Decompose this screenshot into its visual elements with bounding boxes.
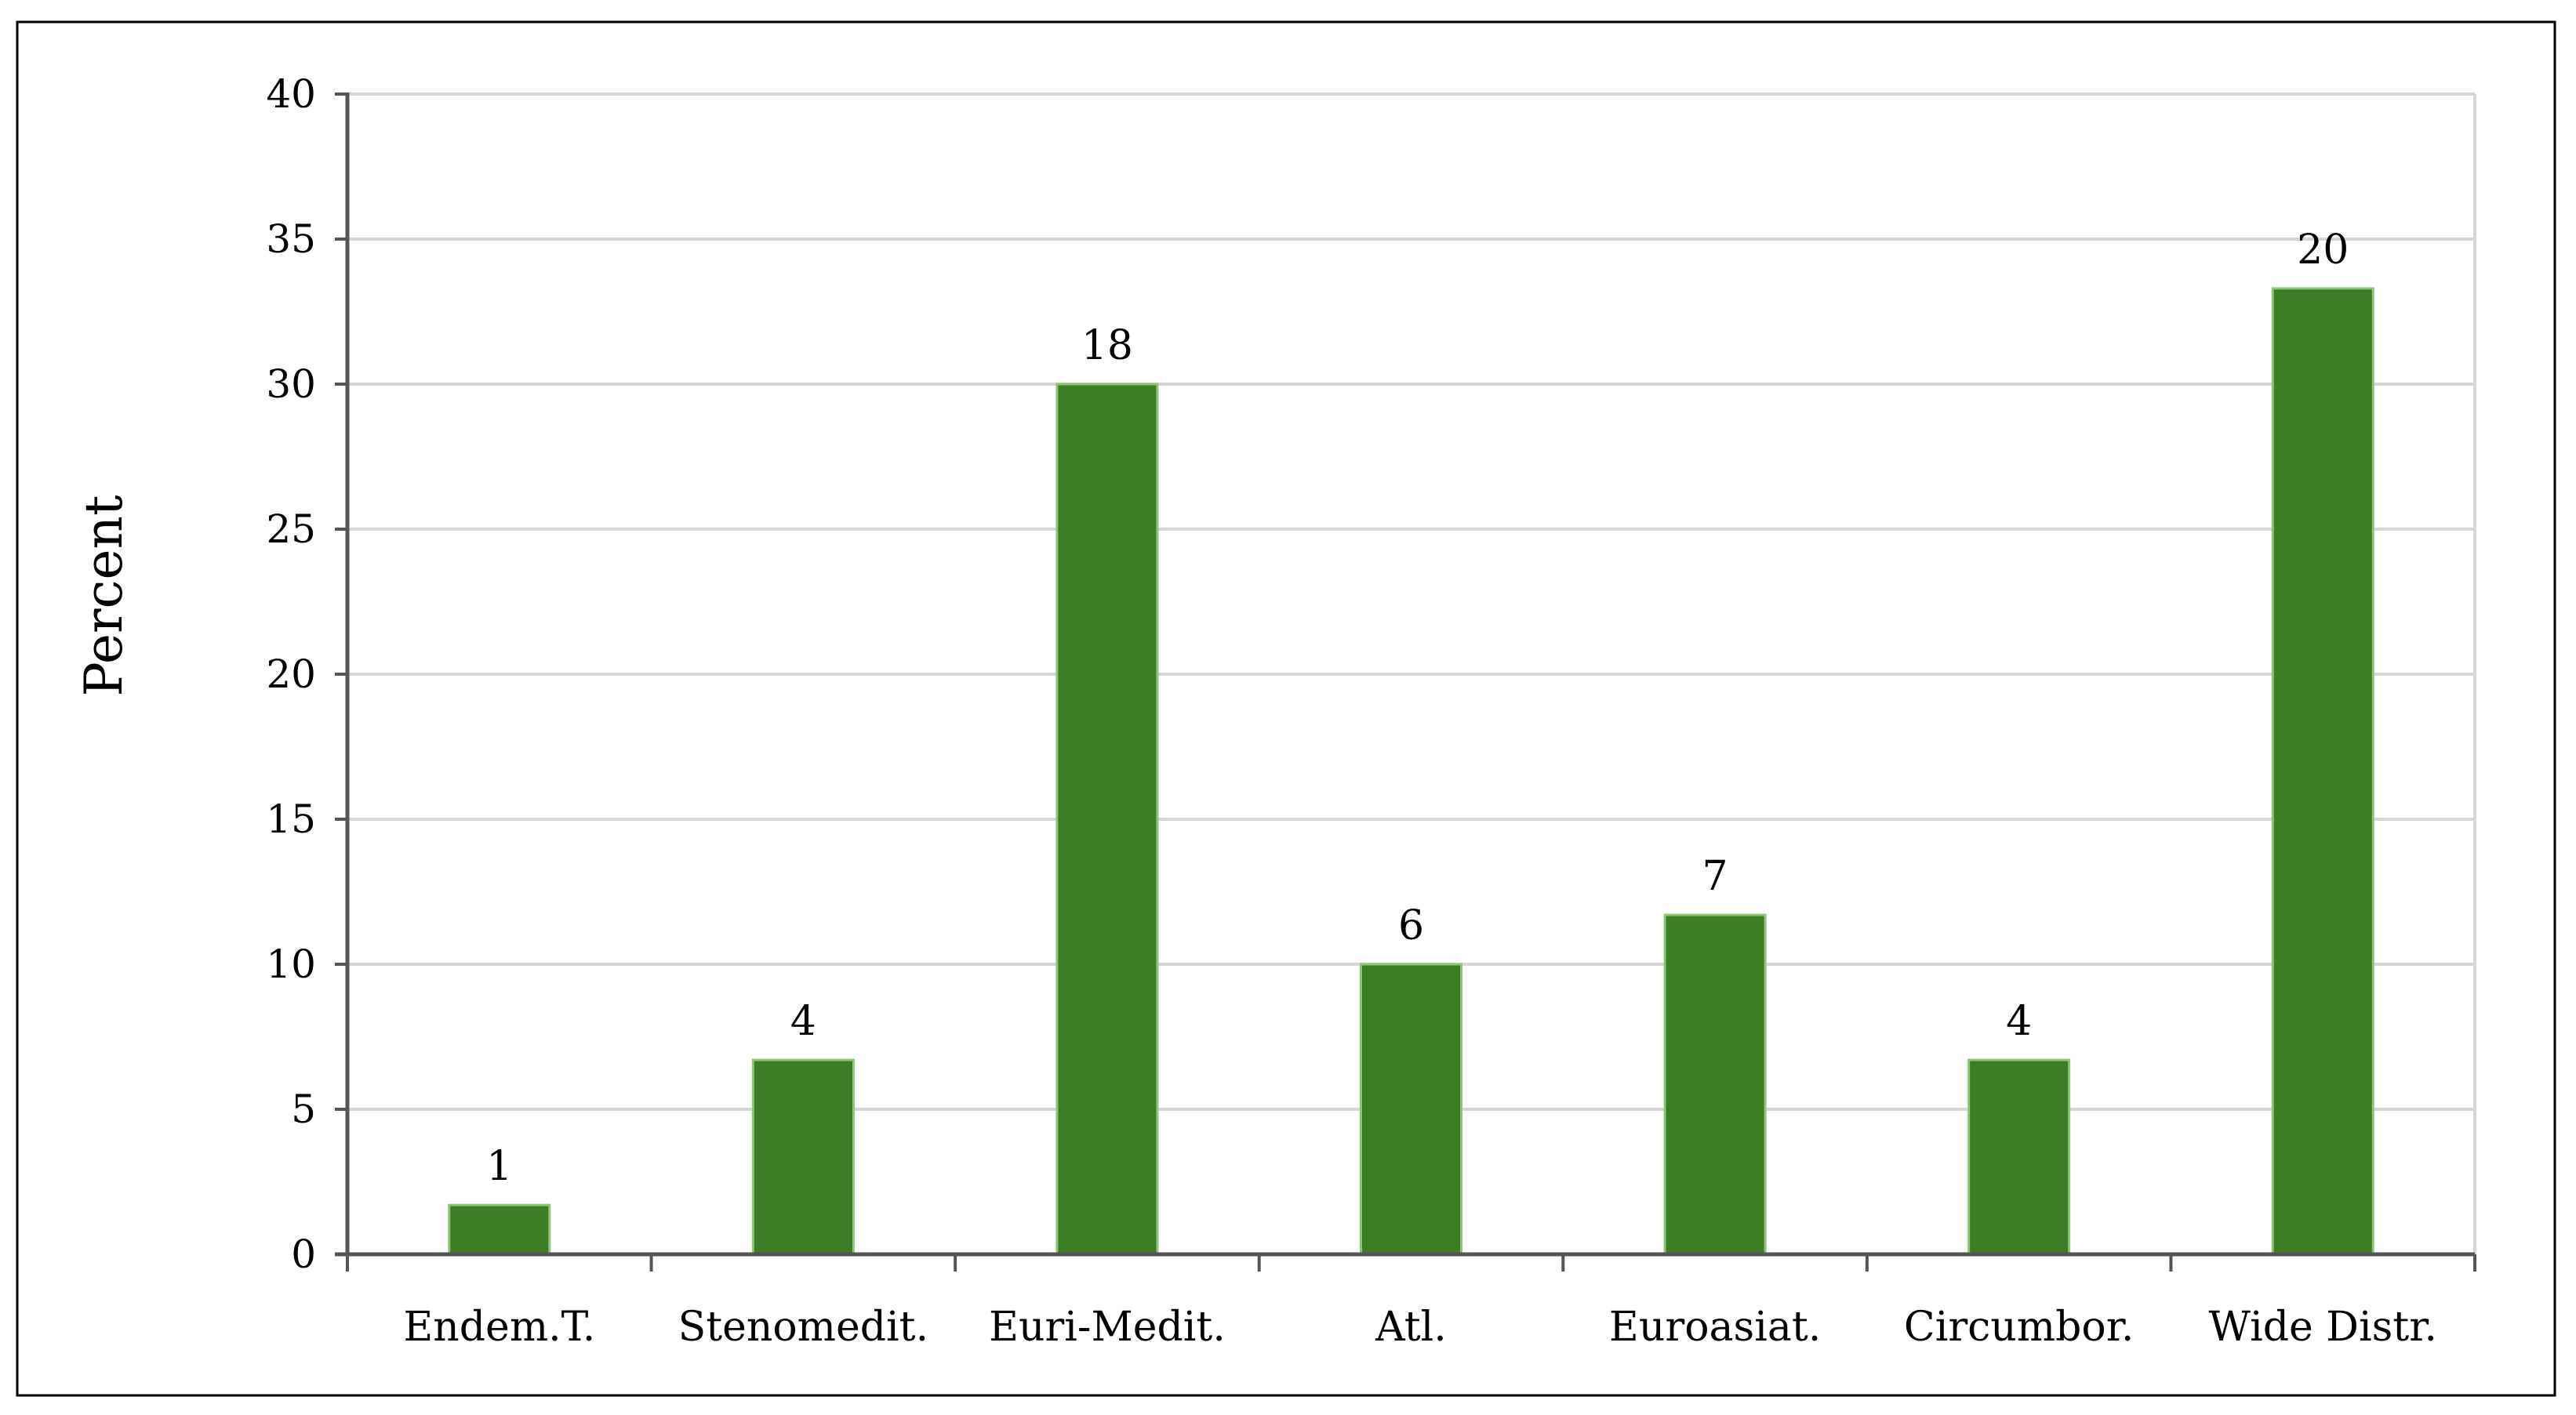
data-label: 20 (2297, 227, 2349, 274)
y-tick-label: 10 (266, 942, 316, 987)
labels: 0 5 10 15 20 25 30 35 40 1 Endem.T. 4 Stenomedit. 18 E… (266, 71, 2437, 1351)
bar (751, 1058, 855, 1256)
bar (448, 1203, 551, 1256)
y-tick-label: 0 (291, 1232, 316, 1277)
bar (1360, 963, 1462, 1256)
data-label: 7 (1702, 853, 1728, 900)
x-tick-label: Euri-Medit. (989, 1304, 1226, 1351)
y-tick-label: 40 (266, 71, 316, 117)
x-tick-label: Endem.T. (403, 1304, 595, 1351)
bar (2271, 287, 2374, 1256)
x-tick-label: Circumbor. (1904, 1304, 2134, 1351)
data-label: 4 (790, 998, 816, 1045)
y-tick-label: 5 (291, 1087, 316, 1132)
gridlines (347, 93, 2475, 1111)
axes (335, 93, 2476, 1272)
x-tick-label: Atl. (1375, 1304, 1447, 1351)
y-tick-label: 30 (266, 361, 316, 407)
y-tick-label: 20 (266, 651, 316, 697)
y-axis-label: Percent (74, 495, 134, 696)
bars (448, 287, 2374, 1256)
data-label: 4 (2006, 998, 2032, 1045)
data-label: 18 (1081, 322, 1133, 369)
y-tick-label: 25 (266, 506, 316, 552)
bar (1055, 383, 1159, 1256)
data-label: 1 (486, 1143, 512, 1190)
x-tick-label: Wide Distr. (2209, 1304, 2437, 1351)
x-tick-label: Euroasiat. (1609, 1304, 1821, 1351)
y-tick-label: 35 (266, 216, 316, 262)
y-tick-label: 15 (266, 796, 316, 842)
chart-border (16, 20, 2556, 1397)
x-tick-label: Stenomedit. (678, 1304, 929, 1351)
bar (1967, 1058, 2071, 1256)
data-label: 6 (1398, 902, 1424, 949)
bar (1663, 913, 1767, 1256)
